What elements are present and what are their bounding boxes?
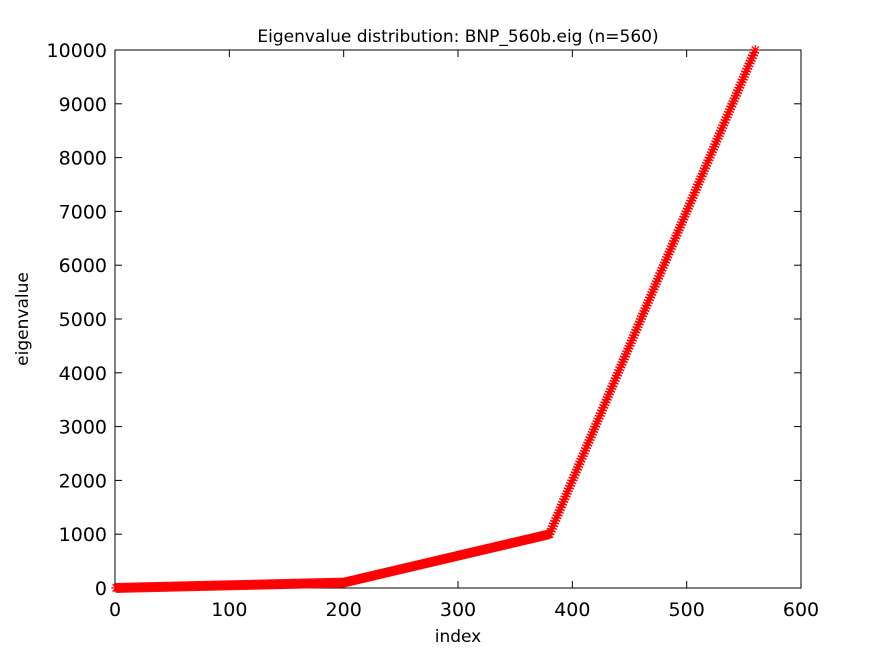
y-tick-label: 4000: [59, 363, 107, 385]
y-tick-label: 1000: [59, 524, 107, 546]
plot-area: [114, 49, 802, 589]
y-tick-label: 0: [95, 578, 107, 600]
x-tick-label: 200: [326, 599, 362, 621]
data-point: [750, 45, 761, 55]
y-tick-label: 9000: [59, 94, 107, 116]
x-tick-label: 300: [440, 599, 476, 621]
data-series: [111, 45, 761, 593]
x-tick-label: 400: [554, 599, 590, 621]
x-axis-ticks: 0 100 200 300 400 500 600: [109, 50, 819, 621]
y-tick-label: 2000: [59, 470, 107, 492]
y-tick-label: 3000: [59, 417, 107, 439]
y-axis-label: eigenvalue: [13, 272, 33, 366]
y-tick-label: 8000: [59, 148, 107, 170]
x-tick-label: 100: [211, 599, 247, 621]
y-tick-label: 5000: [59, 309, 107, 331]
x-tick-label: 600: [783, 599, 819, 621]
x-tick-label: 0: [109, 599, 121, 621]
y-tick-label: 7000: [59, 201, 107, 223]
y-tick-label: 6000: [59, 255, 107, 277]
x-axis-label: index: [435, 627, 482, 647]
y-axis-ticks: 0 1000 2000 3000 4000 5000 6000 7000 8000 9000 100…: [47, 40, 801, 600]
chart-title: Eigenvalue distribution: BNP_560b.eig (n…: [257, 27, 658, 47]
y-tick-label: 10000: [47, 40, 107, 62]
x-tick-label: 500: [669, 599, 705, 621]
